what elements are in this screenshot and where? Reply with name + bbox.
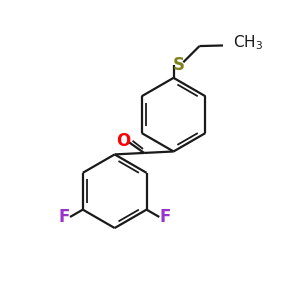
Text: F: F — [160, 208, 171, 226]
Text: O: O — [116, 132, 130, 150]
Text: F: F — [58, 208, 70, 226]
Text: CH$_3$: CH$_3$ — [233, 34, 263, 52]
Text: S: S — [173, 56, 185, 74]
